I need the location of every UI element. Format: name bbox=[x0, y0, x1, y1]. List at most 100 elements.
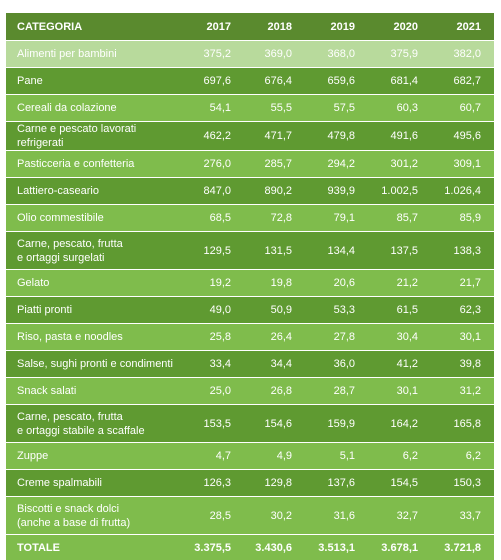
table-row: Riso, pasta e noodles 25,8 26,4 27,8 30,4 30,… bbox=[6, 323, 494, 350]
value-cell: 85,7 bbox=[368, 204, 431, 231]
header-categoria: CATEGORIA bbox=[6, 13, 181, 40]
value-cell: 19,2 bbox=[181, 269, 242, 296]
value-cell: 375,9 bbox=[368, 40, 431, 67]
value-cell: 33,7 bbox=[431, 496, 494, 534]
value-cell: 39,8 bbox=[431, 350, 494, 377]
value-cell: 5,1 bbox=[305, 442, 368, 469]
value-cell: 21,2 bbox=[368, 269, 431, 296]
value-cell: 34,4 bbox=[242, 350, 305, 377]
value-cell: 36,0 bbox=[305, 350, 368, 377]
value-cell: 53,3 bbox=[305, 296, 368, 323]
category-cell: Cereali da colazione bbox=[6, 94, 181, 121]
value-cell: 131,5 bbox=[242, 231, 305, 269]
table-row: Snack salati 25,0 26,8 28,7 30,1 31,2 bbox=[6, 377, 494, 404]
value-cell: 61,5 bbox=[368, 296, 431, 323]
value-cell: 60,7 bbox=[431, 94, 494, 121]
value-cell: 138,3 bbox=[431, 231, 494, 269]
value-cell: 4,7 bbox=[181, 442, 242, 469]
value-cell: 85,9 bbox=[431, 204, 494, 231]
value-cell: 30,1 bbox=[431, 323, 494, 350]
value-cell: 479,8 bbox=[305, 121, 368, 150]
value-cell: 30,2 bbox=[242, 496, 305, 534]
value-cell: 682,7 bbox=[431, 67, 494, 94]
table-row: Pasticceria e confetteria 276,0 285,7 294,2… bbox=[6, 150, 494, 177]
table-row: Carne, pescato, frutta e ortaggi surgelat… bbox=[6, 231, 494, 269]
data-table: CATEGORIA 2017 2018 2019 2020 2021 Alime… bbox=[6, 13, 494, 560]
category-cell: Pane bbox=[6, 67, 181, 94]
value-cell: 369,0 bbox=[242, 40, 305, 67]
value-cell: 72,8 bbox=[242, 204, 305, 231]
table-row: Zuppe 4,7 4,9 5,1 6,2 6,2 bbox=[6, 442, 494, 469]
table-row: Salse, sughi pronti e condimenti 33,4 34,4… bbox=[6, 350, 494, 377]
value-cell: 129,5 bbox=[181, 231, 242, 269]
category-cell: Salse, sughi pronti e condimenti bbox=[6, 350, 181, 377]
category-cell: Zuppe bbox=[6, 442, 181, 469]
value-cell: 68,5 bbox=[181, 204, 242, 231]
value-cell: 1.026,4 bbox=[431, 177, 494, 204]
value-cell: 21,7 bbox=[431, 269, 494, 296]
value-cell: 681,4 bbox=[368, 67, 431, 94]
value-cell: 368,0 bbox=[305, 40, 368, 67]
value-cell: 20,6 bbox=[305, 269, 368, 296]
value-cell: 30,1 bbox=[368, 377, 431, 404]
table-row: Alimenti per bambini 375,2 369,0 368,0 375,9… bbox=[6, 40, 494, 67]
value-cell: 150,3 bbox=[431, 469, 494, 496]
value-cell: 6,2 bbox=[431, 442, 494, 469]
table-row: Cereali da colazione 54,1 55,5 57,5 60,3 60,7 bbox=[6, 94, 494, 121]
value-cell: 154,5 bbox=[368, 469, 431, 496]
value-cell: 26,4 bbox=[242, 323, 305, 350]
value-cell: 1.002,5 bbox=[368, 177, 431, 204]
category-cell: Lattiero-caseario bbox=[6, 177, 181, 204]
value-cell: 847,0 bbox=[181, 177, 242, 204]
total-row: TOTALE 3.375,5 3.430,6 3.513,1 3.678,1 3.721,… bbox=[6, 534, 494, 560]
table-row: Gelato 19,2 19,8 20,6 21,2 21,7 bbox=[6, 269, 494, 296]
value-cell: 6,2 bbox=[368, 442, 431, 469]
value-cell: 126,3 bbox=[181, 469, 242, 496]
value-cell: 28,5 bbox=[181, 496, 242, 534]
value-cell: 165,8 bbox=[431, 404, 494, 442]
value-cell: 276,0 bbox=[181, 150, 242, 177]
header-2017: 2017 bbox=[181, 13, 242, 40]
value-cell: 294,2 bbox=[305, 150, 368, 177]
value-cell: 60,3 bbox=[368, 94, 431, 121]
value-cell: 19,8 bbox=[242, 269, 305, 296]
table-row: Carne, pescato, frutta e ortaggi stabile … bbox=[6, 404, 494, 442]
value-cell: 31,6 bbox=[305, 496, 368, 534]
value-cell: 28,7 bbox=[305, 377, 368, 404]
total-value-cell: 3.513,1 bbox=[305, 534, 368, 560]
value-cell: 382,0 bbox=[431, 40, 494, 67]
table-row: Biscotti e snack dolci (anche a base di f… bbox=[6, 496, 494, 534]
value-cell: 79,1 bbox=[305, 204, 368, 231]
value-cell: 285,7 bbox=[242, 150, 305, 177]
table-row: Lattiero-caseario 847,0 890,2 939,9 1.002,5 1… bbox=[6, 177, 494, 204]
value-cell: 495,6 bbox=[431, 121, 494, 150]
category-cell: Snack salati bbox=[6, 377, 181, 404]
value-cell: 154,6 bbox=[242, 404, 305, 442]
category-cell: Pasticceria e confetteria bbox=[6, 150, 181, 177]
value-cell: 676,4 bbox=[242, 67, 305, 94]
value-cell: 41,2 bbox=[368, 350, 431, 377]
value-cell: 890,2 bbox=[242, 177, 305, 204]
value-cell: 697,6 bbox=[181, 67, 242, 94]
table-row: Carne e pescato lavorati refrigerati 462,… bbox=[6, 121, 494, 150]
table-row: Creme spalmabili 126,3 129,8 137,6 154,5 150,… bbox=[6, 469, 494, 496]
value-cell: 31,2 bbox=[431, 377, 494, 404]
value-cell: 50,9 bbox=[242, 296, 305, 323]
category-cell: Carne, pescato, frutta e ortaggi stabile … bbox=[6, 404, 181, 442]
table-row: Olio commestibile 68,5 72,8 79,1 85,7 85,9 bbox=[6, 204, 494, 231]
value-cell: 471,7 bbox=[242, 121, 305, 150]
value-cell: 301,2 bbox=[368, 150, 431, 177]
value-cell: 375,2 bbox=[181, 40, 242, 67]
category-cell: Carne, pescato, frutta e ortaggi surgelat… bbox=[6, 231, 181, 269]
value-cell: 49,0 bbox=[181, 296, 242, 323]
category-cell: Olio commestibile bbox=[6, 204, 181, 231]
category-cell: Alimenti per bambini bbox=[6, 40, 181, 67]
value-cell: 164,2 bbox=[368, 404, 431, 442]
header-2020: 2020 bbox=[368, 13, 431, 40]
value-cell: 27,8 bbox=[305, 323, 368, 350]
category-cell: Carne e pescato lavorati refrigerati bbox=[6, 121, 181, 150]
value-cell: 309,1 bbox=[431, 150, 494, 177]
value-cell: 659,6 bbox=[305, 67, 368, 94]
total-value-cell: 3.430,6 bbox=[242, 534, 305, 560]
value-cell: 55,5 bbox=[242, 94, 305, 121]
